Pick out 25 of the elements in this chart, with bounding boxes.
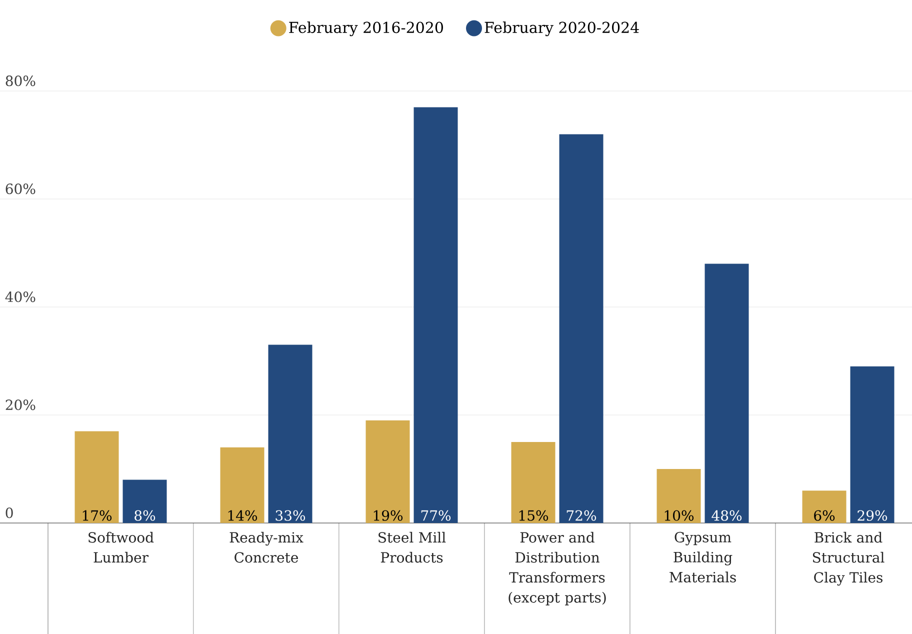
y-tick-label: 60% xyxy=(6,184,36,194)
x-tick-label: Brick and Structural Clay Tiles xyxy=(812,532,884,586)
data-label: 15% xyxy=(519,510,548,521)
data-label: 10% xyxy=(664,510,694,521)
data-label: 48% xyxy=(712,510,742,521)
y-tick-label: 0 xyxy=(6,508,13,518)
x-tick-label: Gypsum Building Materials xyxy=(670,532,736,582)
x-tick-label: Steel Mill Products xyxy=(378,532,446,563)
legend-label: February 2016-2020 xyxy=(289,21,443,36)
x-tick-label: Ready-mix Concrete xyxy=(230,532,304,563)
y-tick-label: 80% xyxy=(6,76,36,86)
y-tick-label: 20% xyxy=(6,400,36,410)
data-label: 19% xyxy=(374,510,403,521)
data-label: 8% xyxy=(134,510,156,521)
legend-label: February 2020-2024 xyxy=(484,21,639,36)
data-label: 17% xyxy=(82,510,112,521)
y-tick-label: 40% xyxy=(5,292,36,302)
x-tick-label: Power and Distribution Transformers (except parts) xyxy=(508,532,606,606)
data-label: 6% xyxy=(814,510,835,521)
data-label: 72% xyxy=(566,510,596,521)
data-label: 33% xyxy=(276,510,306,521)
data-label: 14% xyxy=(228,510,258,521)
x-tick-label: Softwood Lumber xyxy=(88,532,154,563)
data-label: 77% xyxy=(421,510,451,521)
data-label: 29% xyxy=(858,510,888,521)
